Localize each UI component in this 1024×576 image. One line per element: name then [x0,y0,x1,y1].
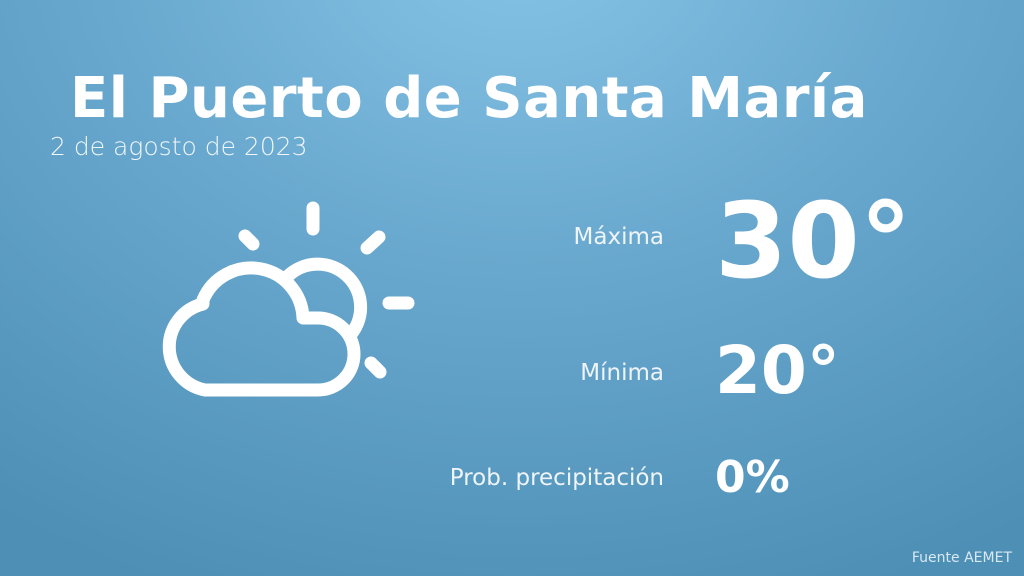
max-temp-label: Máxima [573,224,664,250]
min-temp-label: Mínima [580,360,664,386]
date-label: 2 de agosto de 2023 [50,132,308,161]
min-temp-value: 20° [715,332,840,409]
precip-prob-value: 0% [715,452,790,503]
city-title: El Puerto de Santa María [70,66,868,131]
precip-prob-label: Prob. precipitación [449,465,664,491]
source-label: Fuente AEMET [911,550,1012,566]
max-temp-value: 30° [715,180,912,302]
